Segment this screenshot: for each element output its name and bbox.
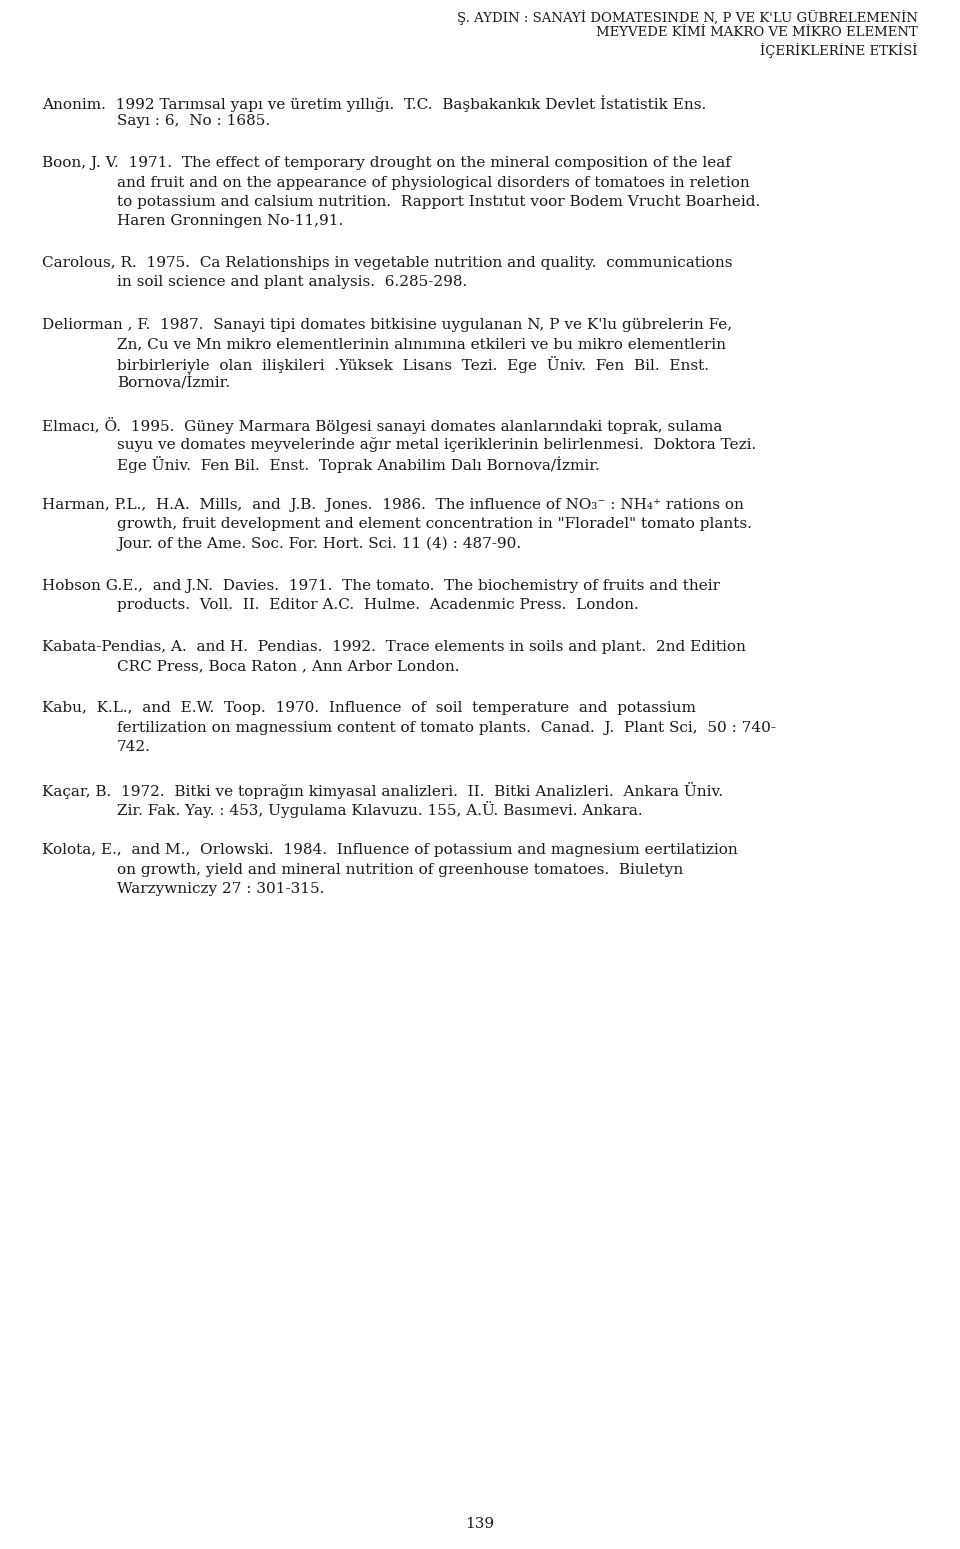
Text: 742.: 742. [117, 740, 151, 754]
Text: Bornova/İzmir.: Bornova/İzmir. [117, 375, 230, 390]
Text: Kaçar, B.  1972.  Bitki ve toprağın kimyasal analizleri.  II.  Bitki Analizleri.: Kaçar, B. 1972. Bitki ve toprağın kimyas… [42, 782, 723, 799]
Text: Warzywniczy 27 : 301-315.: Warzywniczy 27 : 301-315. [117, 881, 324, 895]
Text: Sayı : 6,  No : 1685.: Sayı : 6, No : 1685. [117, 115, 270, 129]
Text: in soil science and plant analysis.  6.285-298.: in soil science and plant analysis. 6.28… [117, 276, 468, 290]
Text: growth, fruit development and element concentration in "Floradel" tomato plants.: growth, fruit development and element co… [117, 517, 752, 531]
Text: Haren Gronningen No-11,91.: Haren Gronningen No-11,91. [117, 214, 344, 228]
Text: Zn, Cu ve Mn mikro elementlerinin alınımına etkileri ve bu mikro elementlerin: Zn, Cu ve Mn mikro elementlerinin alınım… [117, 336, 726, 350]
Text: Elmacı, Ö.  1995.  Güney Marmara Bölgesi sanayi domates alanlarındaki toprak, su: Elmacı, Ö. 1995. Güney Marmara Bölgesi s… [42, 417, 722, 434]
Text: Jour. of the Ame. Soc. For. Hort. Sci. 11 (4) : 487-90.: Jour. of the Ame. Soc. For. Hort. Sci. 1… [117, 536, 521, 551]
Text: fertilization on magnessium content of tomato plants.  Canad.  J.  Plant Sci,  5: fertilization on magnessium content of t… [117, 720, 776, 734]
Text: suyu ve domates meyvelerinde ağır metal içeriklerinin belirlenmesi.  Doktora Tez: suyu ve domates meyvelerinde ağır metal … [117, 437, 756, 452]
Text: products.  Voll.  II.  Editor A.C.  Hulme.  Acadenmic Press.  London.: products. Voll. II. Editor A.C. Hulme. A… [117, 598, 638, 612]
Text: Zir. Fak. Yay. : 453, Uygulama Kılavuzu. 155, A.Ü. Basımevi. Ankara.: Zir. Fak. Yay. : 453, Uygulama Kılavuzu.… [117, 801, 642, 818]
Text: MEYVEDE KİMİ MAKRO VE MİKRO ELEMENT: MEYVEDE KİMİ MAKRO VE MİKRO ELEMENT [596, 26, 918, 40]
Text: 139: 139 [466, 1516, 494, 1530]
Text: Kabu,  K.L.,  and  E.W.  Toop.  1970.  Influence  of  soil  temperature  and  po: Kabu, K.L., and E.W. Toop. 1970. Influen… [42, 702, 696, 716]
Text: CRC Press, Boca Raton , Ann Arbor London.: CRC Press, Boca Raton , Ann Arbor London… [117, 660, 460, 674]
Text: Ş. AYDIN : SANAYİ DOMATESINDE N, P VE K'LU GÜBRELEMENİN: Ş. AYDIN : SANAYİ DOMATESINDE N, P VE K'… [457, 9, 918, 25]
Text: İÇERİKLERİNE ETKİSİ: İÇERİKLERİNE ETKİSİ [760, 43, 918, 57]
Text: to potassium and calsium nutrition.  Rapport Instıtut voor Bodem Vrucht Boarheid: to potassium and calsium nutrition. Rapp… [117, 195, 760, 209]
Text: Kolota, E.,  and M.,  Orlowski.  1984.  Influence of potassium and magnesium eer: Kolota, E., and M., Orlowski. 1984. Infl… [42, 843, 737, 858]
Text: Kabata-Pendias, A.  and H.  Pendias.  1992.  Trace elements in soils and plant. : Kabata-Pendias, A. and H. Pendias. 1992.… [42, 640, 746, 654]
Text: birbirleriyle  olan  ilişkileri  .Yüksek  Lisans  Tezi.  Ege  Üniv.  Fen  Bil.  : birbirleriyle olan ilişkileri .Yüksek Li… [117, 356, 709, 373]
Text: Anonim.  1992 Tarımsal yapı ve üretim yıllığı.  T.C.  Başbakankık Devlet İstatis: Anonim. 1992 Tarımsal yapı ve üretim yıl… [42, 94, 707, 112]
Text: Carolous, R.  1975.  Ca Relationships in vegetable nutrition and quality.  commu: Carolous, R. 1975. Ca Relationships in v… [42, 256, 732, 270]
Text: Harman, P.L.,  H.A.  Mills,  and  J.B.  Jones.  1986.  The influence of NO₃⁻ : N: Harman, P.L., H.A. Mills, and J.B. Jones… [42, 497, 744, 513]
Text: Ege Üniv.  Fen Bil.  Enst.  Toprak Anabilim Dalı Bornova/İzmir.: Ege Üniv. Fen Bil. Enst. Toprak Anabilim… [117, 455, 600, 472]
Text: and fruit and on the appearance of physiological disorders of tomatoes in releti: and fruit and on the appearance of physi… [117, 175, 750, 189]
Text: Deliorman , F.  1987.  Sanayi tipi domates bitkisine uygulanan N, P ve K'lu gübr: Deliorman , F. 1987. Sanayi tipi domates… [42, 318, 732, 331]
Text: on growth, yield and mineral nutrition of greenhouse tomatoes.  Biuletyn: on growth, yield and mineral nutrition o… [117, 863, 684, 877]
Text: Hobson G.E.,  and J.N.  Davies.  1971.  The tomato.  The biochemistry of fruits : Hobson G.E., and J.N. Davies. 1971. The … [42, 579, 720, 593]
Text: Boon, J. V.  1971.  The effect of temporary drought on the mineral composition o: Boon, J. V. 1971. The effect of temporar… [42, 156, 731, 170]
